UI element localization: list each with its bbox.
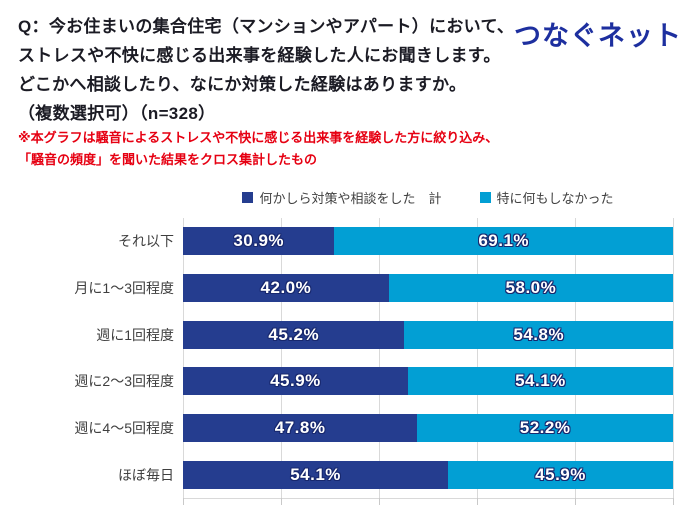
gridline <box>477 218 478 498</box>
tsunagu-net-logo: つなぐネット <box>514 21 682 51</box>
stacked-bar: 47.8% 52.2% <box>183 414 673 443</box>
value-label: 54.1% <box>290 464 341 484</box>
footnote-line-2: 「騒音の頻度」を聞いた結果をクロス集計したもの <box>18 152 318 167</box>
question-title: Q：今お住まいの集合住宅（マンションやアパート）において、 ストレスや不快に感じ… <box>18 12 514 128</box>
bar-segment-took-action: 47.8% <box>183 414 418 443</box>
gridline <box>183 218 184 498</box>
footnote-line-1: ※本グラフは騒音によるストレスや不快に感じる出来事を経験した方に絞り込み、 <box>18 130 499 145</box>
bar-segment-did-nothing: 58.0% <box>388 274 673 302</box>
legend-item-did-nothing: 特に何もしなかった <box>479 188 614 207</box>
value-label: 54.8% <box>513 324 565 344</box>
axis-tick <box>673 498 674 505</box>
chart-legend: 何かしら対策や相談をした 計 特に何もしなかった <box>183 188 673 207</box>
legend-label-did-nothing: 特に何もしなかった <box>496 191 614 206</box>
axis-tick <box>477 498 478 505</box>
question-line-4: （複数選択可）（n=328） <box>18 104 216 123</box>
category-label: 週に1回程度 <box>96 326 174 343</box>
stacked-bar: 42.0% 58.0% <box>183 274 673 302</box>
legend-swatch-dark-blue-icon <box>242 192 254 203</box>
gridline <box>379 218 380 498</box>
bar-segment-took-action: 45.2% <box>183 320 405 349</box>
stacked-bar-chart: それ以下 30.9% 69.1% 月に1〜3回程度 42.0% 58.0% 週に1回程度 45… <box>74 218 674 505</box>
bar-segment-took-action: 30.9% <box>183 227 335 256</box>
value-label: 52.2% <box>519 418 571 438</box>
value-label: 30.9% <box>233 231 285 251</box>
value-label: 58.0% <box>505 278 557 297</box>
bar-segment-did-nothing: 52.2% <box>417 414 673 443</box>
chart-footnote: ※本グラフは騒音によるストレスや不快に感じる出来事を経験した方に絞り込み、 「騒… <box>18 127 498 171</box>
bar-segment-did-nothing: 54.8% <box>404 320 673 349</box>
axis-tick <box>575 498 576 505</box>
category-label: それ以下 <box>118 233 174 250</box>
gridline <box>575 218 576 498</box>
legend-item-took-action: 何かしら対策や相談をした 計 <box>242 188 442 207</box>
bar-row: 月に1〜3回程度 42.0% 58.0% <box>74 265 673 312</box>
axis-tick <box>379 498 380 505</box>
value-label: 42.0% <box>260 278 312 297</box>
stacked-bar: 45.9% 54.1% <box>183 367 673 396</box>
question-line-2: ストレスや不快に感じる出来事を経験した人にお聞きします。 <box>18 46 501 65</box>
value-label: 54.1% <box>515 371 566 391</box>
bar-row: それ以下 30.9% 69.1% <box>118 218 673 265</box>
value-label: 45.2% <box>268 324 320 344</box>
question-line-3: どこかへ相談したり、なにか対策した経験はありますか。 <box>18 75 467 94</box>
gridline <box>673 218 674 498</box>
bar-segment-did-nothing: 54.1% <box>407 367 673 396</box>
value-label: 45.9% <box>270 371 321 391</box>
value-label: 47.8% <box>274 418 326 438</box>
gridline <box>281 218 282 498</box>
category-label: ほぼ毎日 <box>118 466 174 483</box>
stacked-bar: 54.1% 45.9% <box>183 460 673 489</box>
category-label: 週に2〜3回程度 <box>74 373 174 390</box>
bar-rows: それ以下 30.9% 69.1% 月に1〜3回程度 42.0% 58.0% 週に1回程度 45… <box>74 218 673 498</box>
value-label: 45.9% <box>535 464 586 484</box>
stacked-bar: 30.9% 69.1% <box>183 227 673 256</box>
bar-segment-did-nothing: 69.1% <box>334 227 673 256</box>
bar-segment-took-action: 42.0% <box>183 274 389 302</box>
legend-swatch-light-blue-icon <box>479 192 491 203</box>
bar-segment-did-nothing: 45.9% <box>448 460 673 489</box>
axis-tick <box>183 498 184 505</box>
value-label: 69.1% <box>478 231 530 251</box>
bar-row: ほぼ毎日 54.1% 45.9% <box>118 451 673 498</box>
legend-label-took-action: 何かしら対策や相談をした 計 <box>259 191 442 206</box>
stacked-bar: 45.2% 54.8% <box>183 320 673 349</box>
bar-row: 週に1回程度 45.2% 54.8% <box>96 311 673 358</box>
bar-segment-took-action: 45.9% <box>183 367 408 396</box>
category-label: 月に1〜3回程度 <box>74 280 174 296</box>
category-label: 週に4〜5回程度 <box>74 420 174 437</box>
bar-segment-took-action: 54.1% <box>183 460 449 489</box>
bar-row: 週に2〜3回程度 45.9% 54.1% <box>74 358 673 405</box>
bar-row: 週に4〜5回程度 47.8% 52.2% <box>74 405 673 452</box>
axis-tick <box>281 498 282 505</box>
question-line-1: Q：今お住まいの集合住宅（マンションやアパート）において、 <box>18 17 515 36</box>
